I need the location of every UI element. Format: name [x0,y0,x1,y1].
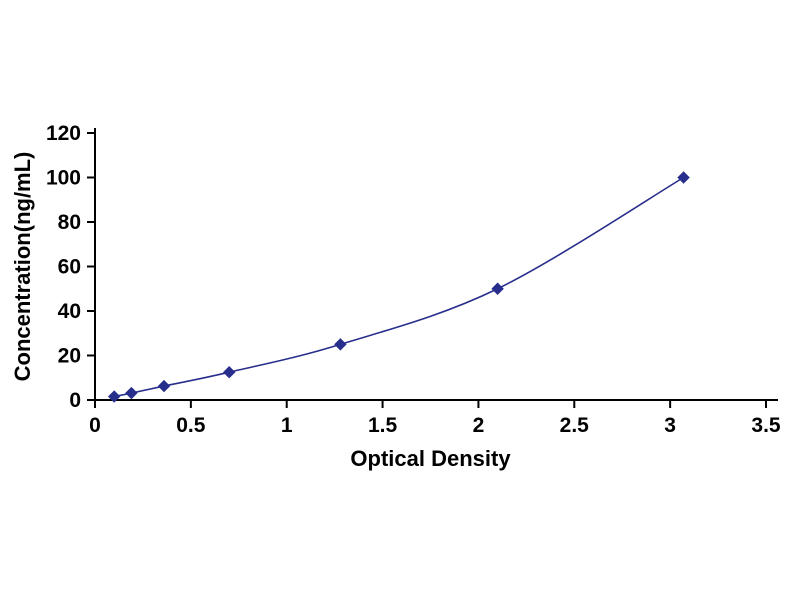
y-tick-label: 40 [58,300,81,323]
data-point-marker [677,171,690,184]
x-tick-label: 0 [89,414,101,437]
x-tick-label: 2 [473,414,485,437]
y-tick-label: 120 [46,122,81,145]
y-axis-title: Concentration(ng/mL) [10,152,35,382]
data-point-marker [107,390,121,403]
x-tick-label: 1.5 [368,414,398,437]
x-tick-label: 0.5 [176,414,206,437]
x-tick-label: 1 [281,414,293,437]
data-point-marker [491,282,504,295]
y-tick-label: 60 [58,256,81,279]
data-point-marker [125,386,138,400]
y-tick-label: 80 [58,211,81,234]
series-line [114,176,684,398]
data-point-marker [334,338,347,351]
x-axis-title: Optical Density [350,446,511,471]
data-point-marker [157,379,171,393]
x-tick-label: 2.5 [560,414,590,437]
y-tick-label: 100 [46,167,81,190]
y-tick-label: 20 [58,345,81,368]
y-tick-label: 0 [69,389,81,412]
data-point-marker [222,365,236,379]
x-tick-label: 3 [664,414,676,437]
x-tick-label: 3.5 [751,414,781,437]
